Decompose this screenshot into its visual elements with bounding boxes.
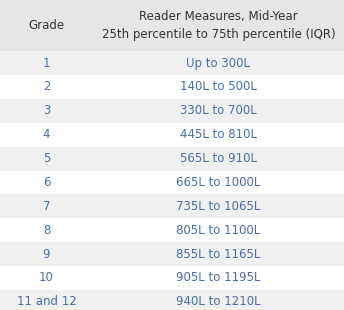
Text: 905L to 1195L: 905L to 1195L bbox=[176, 272, 261, 284]
Text: 735L to 1065L: 735L to 1065L bbox=[176, 200, 261, 213]
Bar bbox=[0, 290, 344, 310]
Text: Grade: Grade bbox=[28, 19, 65, 32]
Text: 8: 8 bbox=[43, 224, 50, 237]
Text: 855L to 1165L: 855L to 1165L bbox=[176, 248, 261, 260]
Text: 665L to 1000L: 665L to 1000L bbox=[176, 176, 261, 189]
Bar bbox=[0, 51, 344, 75]
Bar bbox=[0, 99, 344, 123]
Text: 11 and 12: 11 and 12 bbox=[17, 295, 76, 308]
Text: 1: 1 bbox=[43, 57, 50, 69]
Bar bbox=[0, 266, 344, 290]
Text: 9: 9 bbox=[43, 248, 50, 260]
Text: 2: 2 bbox=[43, 81, 50, 93]
Bar bbox=[0, 170, 344, 194]
Text: 565L to 910L: 565L to 910L bbox=[180, 152, 257, 165]
Text: 330L to 700L: 330L to 700L bbox=[180, 104, 257, 117]
Text: Reader Measures, Mid-Year
25th percentile to 75th percentile (IQR): Reader Measures, Mid-Year 25th percentil… bbox=[101, 10, 335, 41]
Bar bbox=[0, 123, 344, 147]
Bar bbox=[0, 75, 344, 99]
Text: Up to 300L: Up to 300L bbox=[186, 57, 250, 69]
Text: 445L to 810L: 445L to 810L bbox=[180, 128, 257, 141]
Bar bbox=[0, 0, 344, 51]
Bar bbox=[0, 242, 344, 266]
Text: 5: 5 bbox=[43, 152, 50, 165]
Text: 10: 10 bbox=[39, 272, 54, 284]
Bar bbox=[0, 147, 344, 171]
Text: 140L to 500L: 140L to 500L bbox=[180, 81, 257, 93]
Text: 805L to 1100L: 805L to 1100L bbox=[176, 224, 260, 237]
Bar bbox=[0, 194, 344, 218]
Text: 4: 4 bbox=[43, 128, 50, 141]
Text: 6: 6 bbox=[43, 176, 50, 189]
Bar bbox=[0, 218, 344, 242]
Text: 940L to 1210L: 940L to 1210L bbox=[176, 295, 261, 308]
Text: 7: 7 bbox=[43, 200, 50, 213]
Text: 3: 3 bbox=[43, 104, 50, 117]
